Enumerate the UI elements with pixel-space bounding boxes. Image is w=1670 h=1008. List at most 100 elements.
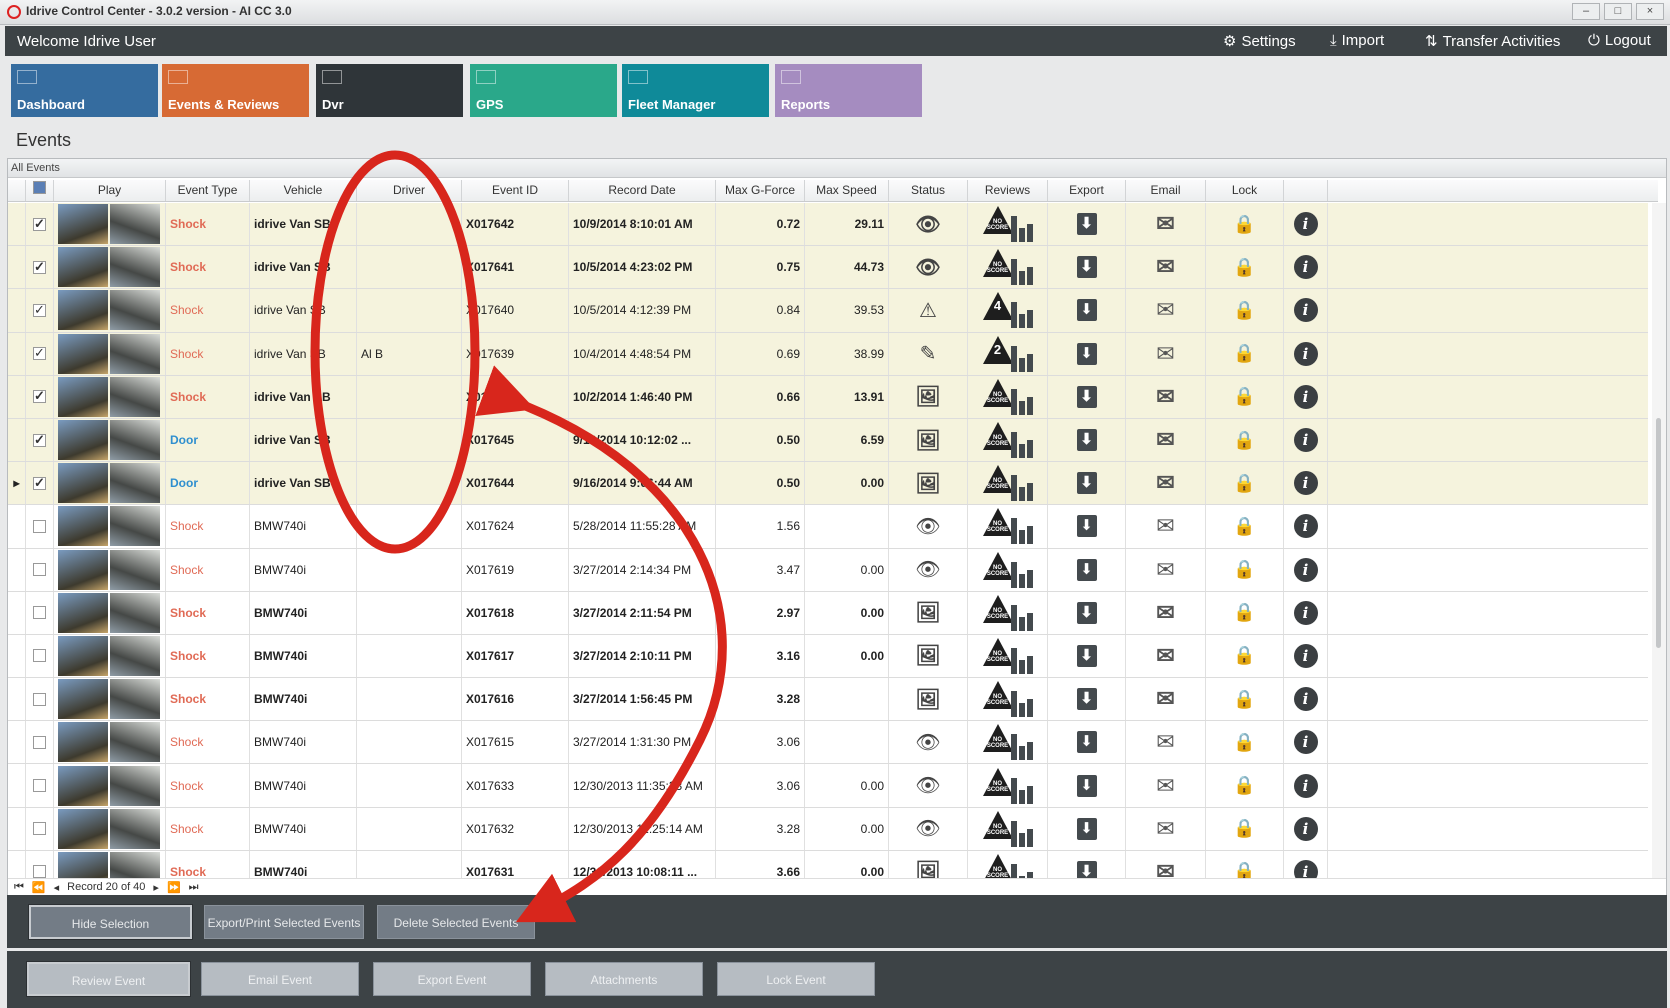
- row-checkbox[interactable]: ✓: [33, 215, 46, 231]
- info-icon[interactable]: i: [1284, 418, 1328, 462]
- attachments-button[interactable]: Attachments: [545, 962, 703, 996]
- table-row[interactable]: Shock BMW740i X017618 3/27/2014 2:11:54 …: [8, 591, 1648, 635]
- column-header[interactable]: [26, 180, 54, 201]
- review-event-button[interactable]: Review Event: [26, 961, 191, 997]
- lock-icon[interactable]: 🔒: [1206, 246, 1284, 289]
- hide-selection-button[interactable]: Hide Selection: [28, 904, 193, 940]
- cabin-camera-thumbnail[interactable]: [109, 290, 160, 331]
- info-icon[interactable]: i: [1284, 462, 1328, 505]
- email-envelope-icon[interactable]: ✉: [1126, 462, 1206, 505]
- table-row[interactable]: ▸ ✓ Door idrive Van SB X017644 9/16/2014…: [8, 462, 1648, 506]
- cabin-camera-thumbnail[interactable]: [109, 549, 160, 590]
- lock-icon[interactable]: 🔒: [1206, 332, 1284, 375]
- play-thumbnails[interactable]: [54, 678, 166, 721]
- next-record-icon[interactable]: ▸: [153, 882, 159, 894]
- play-thumbnails[interactable]: [54, 764, 166, 807]
- email-envelope-icon[interactable]: ✉: [1126, 634, 1206, 678]
- email-event-button[interactable]: Email Event: [201, 962, 359, 996]
- info-icon[interactable]: i: [1284, 764, 1328, 807]
- table-row[interactable]: Shock BMW740i X017615 3/27/2014 1:31:30 …: [8, 721, 1648, 765]
- review-score-icon[interactable]: NO SCORE: [968, 850, 1048, 878]
- export-download-icon[interactable]: ⬇: [1048, 548, 1126, 591]
- play-thumbnails[interactable]: [54, 203, 166, 246]
- table-row[interactable]: ✓ Door idrive Van SB X017645 9/16/2014 1…: [8, 418, 1648, 463]
- lock-icon[interactable]: 🔒: [1206, 462, 1284, 505]
- table-row[interactable]: ✓ Shock idrive Van SB Al B X017639 10/4/…: [8, 332, 1648, 376]
- email-envelope-icon[interactable]: ✉: [1126, 591, 1206, 634]
- play-thumbnails[interactable]: [54, 850, 166, 878]
- row-checkbox[interactable]: ✓: [33, 345, 46, 361]
- info-icon[interactable]: i: [1284, 375, 1328, 418]
- column-header[interactable]: Email: [1126, 180, 1206, 201]
- status-pencil-icon[interactable]: ✎: [889, 332, 968, 375]
- row-checkbox[interactable]: [33, 563, 46, 577]
- email-envelope-icon[interactable]: ✉: [1126, 418, 1206, 462]
- lock-icon[interactable]: 🔒: [1206, 721, 1284, 764]
- column-header[interactable]: Max G-Force: [716, 180, 805, 201]
- review-score-icon[interactable]: NO SCORE: [968, 246, 1048, 289]
- lock-icon[interactable]: 🔒: [1206, 678, 1284, 721]
- info-icon[interactable]: i: [1284, 548, 1328, 591]
- tile-reports[interactable]: Reports: [775, 64, 922, 117]
- lock-icon[interactable]: 🔒: [1206, 289, 1284, 332]
- review-score-icon[interactable]: NO SCORE: [968, 505, 1048, 548]
- table-row[interactable]: Shock BMW740i X017632 12/30/2013 11:25:1…: [8, 807, 1648, 851]
- column-header[interactable]: [1284, 180, 1328, 201]
- status-image-icon[interactable]: 🖼: [889, 850, 968, 878]
- transfer-activities-button[interactable]: ⇅ Transfer Activities: [1425, 32, 1560, 51]
- status-image-icon[interactable]: 🖼: [889, 375, 968, 418]
- cabin-camera-thumbnail[interactable]: [109, 463, 160, 504]
- status-eye-icon[interactable]: 👁: [889, 246, 968, 289]
- road-camera-thumbnail[interactable]: [57, 376, 108, 417]
- road-camera-thumbnail[interactable]: [57, 635, 108, 676]
- play-thumbnails[interactable]: [54, 462, 166, 505]
- row-checkbox[interactable]: [33, 735, 46, 749]
- lock-icon[interactable]: 🔒: [1206, 591, 1284, 634]
- road-camera-thumbnail[interactable]: [57, 592, 108, 633]
- delete-selected-button[interactable]: Delete Selected Events: [377, 905, 535, 939]
- column-header[interactable]: [8, 180, 26, 201]
- review-score-icon[interactable]: NO SCORE: [968, 721, 1048, 764]
- cabin-camera-thumbnail[interactable]: [109, 333, 160, 374]
- column-header[interactable]: Play: [54, 180, 166, 201]
- cabin-camera-thumbnail[interactable]: [109, 204, 160, 245]
- column-header[interactable]: Driver: [357, 180, 462, 201]
- road-camera-thumbnail[interactable]: [57, 247, 108, 288]
- status-image-icon[interactable]: 🖼: [889, 591, 968, 634]
- cabin-camera-thumbnail[interactable]: [109, 679, 160, 720]
- scrollbar-thumb[interactable]: [1656, 418, 1661, 648]
- lock-event-button[interactable]: Lock Event: [717, 962, 875, 996]
- info-icon[interactable]: i: [1284, 591, 1328, 634]
- play-thumbnails[interactable]: [54, 634, 166, 678]
- row-checkbox[interactable]: [33, 865, 46, 878]
- status-eye-icon[interactable]: 👁: [889, 203, 968, 246]
- email-envelope-icon[interactable]: ✉: [1126, 850, 1206, 878]
- column-header[interactable]: Reviews: [968, 180, 1048, 201]
- export-download-icon[interactable]: ⬇: [1048, 203, 1126, 246]
- status-eye-icon[interactable]: 👁: [889, 721, 968, 764]
- tile-dashboard[interactable]: Dashboard: [11, 64, 158, 117]
- play-thumbnails[interactable]: [54, 289, 166, 332]
- road-camera-thumbnail[interactable]: [57, 549, 108, 590]
- table-row[interactable]: Shock BMW740i X017617 3/27/2014 2:10:11 …: [8, 634, 1648, 679]
- status-image-icon[interactable]: 🖼: [889, 678, 968, 721]
- vertical-scrollbar[interactable]: [1652, 203, 1666, 878]
- cabin-camera-thumbnail[interactable]: [109, 506, 160, 547]
- lock-icon[interactable]: 🔒: [1206, 203, 1284, 246]
- cabin-camera-thumbnail[interactable]: [109, 851, 160, 878]
- cabin-camera-thumbnail[interactable]: [109, 592, 160, 633]
- cabin-camera-thumbnail[interactable]: [109, 376, 160, 417]
- row-checkbox[interactable]: ✓: [33, 258, 46, 274]
- review-score-icon[interactable]: NO SCORE: [968, 807, 1048, 850]
- road-camera-thumbnail[interactable]: [57, 420, 108, 461]
- lock-icon[interactable]: 🔒: [1206, 418, 1284, 462]
- info-icon[interactable]: i: [1284, 246, 1328, 289]
- info-icon[interactable]: i: [1284, 807, 1328, 850]
- lock-icon[interactable]: 🔒: [1206, 807, 1284, 850]
- status-eye-icon[interactable]: 👁: [889, 807, 968, 850]
- road-camera-thumbnail[interactable]: [57, 679, 108, 720]
- play-thumbnails[interactable]: [54, 418, 166, 462]
- status-image-icon[interactable]: 🖼: [889, 462, 968, 505]
- info-icon[interactable]: i: [1284, 721, 1328, 764]
- tile-dvr[interactable]: Dvr: [316, 64, 463, 117]
